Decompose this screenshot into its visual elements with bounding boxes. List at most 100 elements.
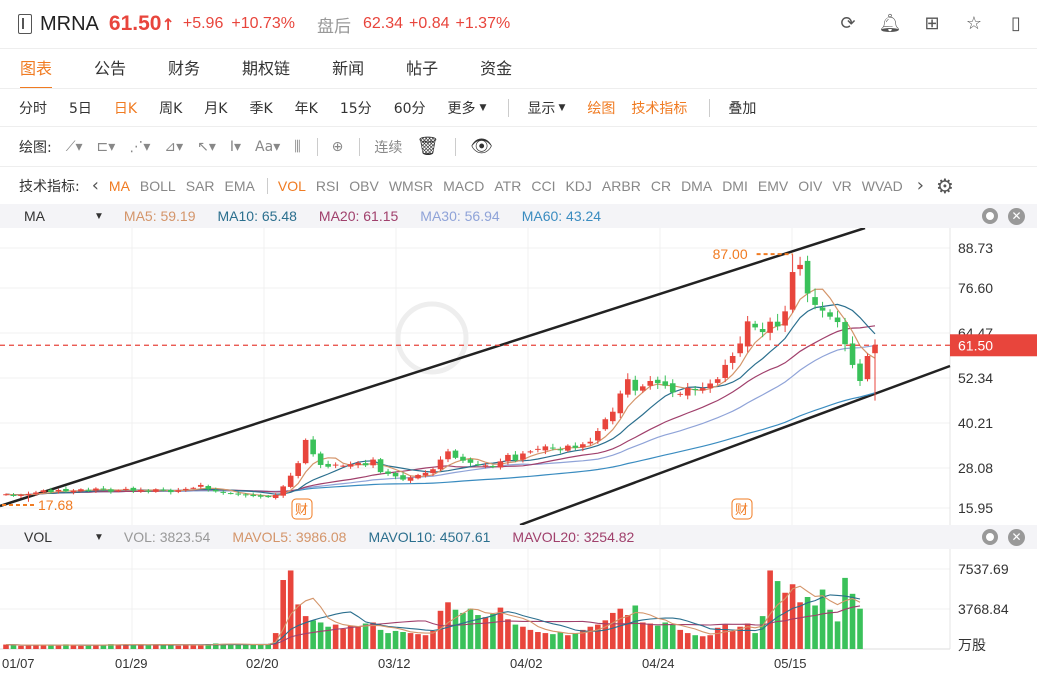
volume-bar: [692, 635, 699, 649]
measure-tool-icon[interactable]: ⫼: [294, 138, 301, 155]
indicator-cci[interactable]: CCI: [531, 177, 556, 194]
indicator-macd[interactable]: MACD: [443, 177, 485, 194]
settings-gear-icon[interactable]: ⚙: [935, 173, 954, 198]
period-more[interactable]: 更多: [447, 100, 476, 117]
volume-bar: [10, 644, 17, 649]
volume-bar: [842, 577, 848, 649]
show-menu[interactable]: 显示: [527, 100, 556, 117]
indicator-dma[interactable]: DMA: [681, 177, 713, 194]
indicator-cr[interactable]: CR: [650, 177, 672, 194]
volume-chart[interactable]: 7537.69 3768.84 万股 01/07 01/29 02/20 03/12 04/0…: [0, 549, 1037, 680]
earnings-marker: [291, 498, 313, 520]
trash-icon[interactable]: 🗑︎: [416, 136, 440, 157]
tab-options[interactable]: 期权链: [242, 58, 291, 78]
vol-close-icon[interactable]: ✕: [1008, 528, 1025, 546]
price-chart[interactable]: 88.7376.6064.4752.3440.2128.0815.9561.50…: [0, 228, 1037, 525]
tab-chart[interactable]: 图表: [20, 49, 53, 89]
bell-icon[interactable]: 🔔︎: [878, 12, 902, 34]
chevron-left-icon[interactable]: ‹: [91, 175, 99, 196]
refresh-icon[interactable]: ⟳: [840, 12, 856, 34]
indicator-ema[interactable]: EMA: [224, 177, 255, 194]
vol-legend: VOL ▼ VOL: 3823.54 MAVOL5: 3986.08 MAVOL…: [0, 525, 1037, 549]
period-15min[interactable]: 15分: [339, 100, 372, 117]
indicator-atr[interactable]: ATR: [494, 177, 522, 194]
tab-news[interactable]: 新闻: [332, 58, 365, 78]
volume-bar: [744, 623, 751, 649]
chevron-right-icon[interactable]: ›: [916, 175, 924, 196]
indicator-vol[interactable]: VOL: [277, 177, 306, 194]
indicator-wmsr[interactable]: WMSR: [388, 177, 434, 194]
candle-body: [624, 379, 631, 395]
indicator-sar[interactable]: SAR: [185, 177, 215, 194]
period-quarterly[interactable]: 季K: [249, 100, 273, 117]
text-cursor-tool-icon[interactable]: Ⅰ▾: [229, 138, 242, 155]
text-tool-icon[interactable]: Aa▾: [255, 138, 281, 155]
indicator-rsi[interactable]: RSI: [315, 177, 340, 194]
period-5d[interactable]: 5日: [69, 100, 92, 117]
trendline-lower: [519, 364, 951, 525]
eye-icon[interactable]: 👁︎: [470, 136, 494, 157]
main-indicator-select[interactable]: MA: [24, 208, 45, 224]
candle-body: [340, 465, 346, 467]
candle-body: [610, 411, 616, 422]
indicators-button[interactable]: 技术指标: [631, 100, 688, 117]
indicator-ma[interactable]: MA: [108, 177, 130, 194]
rect-tool-icon[interactable]: ⊏▾: [96, 138, 116, 155]
tab-funds[interactable]: 资金: [480, 58, 513, 78]
ma20-value: MA20: 61.15: [318, 208, 399, 224]
indicator-oiv[interactable]: OIV: [798, 177, 823, 194]
tab-posts[interactable]: 帖子: [406, 58, 439, 78]
grid-icon[interactable]: ⊞: [924, 12, 940, 34]
continuous-toggle[interactable]: 连续: [374, 139, 403, 156]
volume-bar: [430, 630, 436, 649]
volume-bar: [520, 626, 526, 649]
low-marker-label: 17.68: [38, 497, 73, 513]
volume-bar: [767, 570, 773, 649]
tab-financials[interactable]: 财务: [168, 58, 201, 78]
chevron-down-icon[interactable]: ▼: [94, 210, 104, 222]
phone-icon[interactable]: ▯: [1011, 12, 1021, 34]
period-weekly[interactable]: 周K: [159, 100, 183, 117]
indicator-vr[interactable]: VR: [832, 177, 852, 194]
period-monthly[interactable]: 月K: [204, 100, 228, 117]
draw-button[interactable]: 绘图: [587, 100, 616, 117]
indicator-obv[interactable]: OBV: [349, 177, 379, 194]
volume-bar: [482, 617, 489, 649]
ma-settings-icon[interactable]: [982, 207, 998, 224]
candle-body: [257, 495, 264, 497]
star-icon[interactable]: ☆: [965, 12, 983, 34]
mavol5-line: [5, 585, 861, 646]
period-intraday[interactable]: 分时: [19, 100, 47, 117]
volume-bar: [205, 644, 212, 649]
candle-body: [123, 488, 129, 490]
indicator-emv[interactable]: EMV: [757, 177, 789, 194]
period-60min[interactable]: 60分: [393, 100, 426, 117]
candle-body: [729, 355, 736, 363]
arrow-tool-icon[interactable]: ↖▾: [197, 138, 216, 155]
indicator-boll[interactable]: BOLL: [139, 177, 176, 194]
volume-bar: [212, 643, 219, 649]
volume-bar: [497, 607, 504, 649]
fib-tool-icon[interactable]: ⊿▾: [164, 138, 184, 155]
candle-body: [377, 459, 384, 473]
candle-body: [490, 465, 496, 468]
chevron-down-icon[interactable]: ▼: [94, 531, 104, 543]
zoom-icon[interactable]: ⊕: [331, 138, 344, 155]
sub-indicator-select[interactable]: VOL: [24, 529, 53, 545]
ma-close-icon[interactable]: ✕: [1008, 207, 1025, 225]
overlay-button[interactable]: 叠加: [728, 100, 757, 117]
line-tool-icon[interactable]: ⟋▾: [65, 138, 83, 155]
period-daily[interactable]: 日K: [113, 100, 138, 117]
period-yearly[interactable]: 年K: [294, 100, 318, 117]
indicator-wvad[interactable]: WVAD: [861, 177, 903, 194]
indicator-arbr[interactable]: ARBR: [601, 177, 641, 194]
vol-settings-icon[interactable]: [982, 528, 998, 545]
polyline-tool-icon[interactable]: ⋰▾: [129, 138, 151, 155]
candle-body: [347, 464, 354, 467]
ma30-line: [5, 344, 876, 496]
tab-announcements[interactable]: 公告: [94, 58, 127, 78]
indicator-kdj[interactable]: KDJ: [565, 177, 592, 194]
after-hours-change: +0.84: [409, 15, 450, 32]
volume-bar: [130, 645, 137, 649]
indicator-dmi[interactable]: DMI: [722, 177, 748, 194]
